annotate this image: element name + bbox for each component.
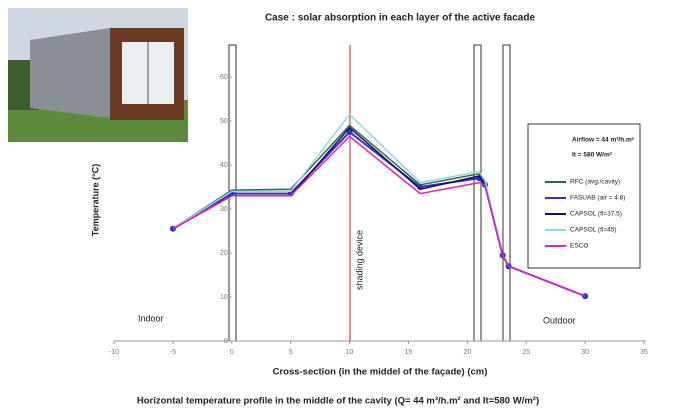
x-tick-label: 20 [463, 349, 471, 356]
legend-label: CAPSOL (fl=45) [570, 227, 617, 234]
legend-header: It = 580 W/m² [572, 152, 613, 159]
y-tick-label: 40 [220, 162, 228, 169]
chart-title: Case : solar absorption in each layer of… [265, 13, 536, 24]
x-tick-label: 25 [522, 349, 530, 356]
x-tick-label: 5 [289, 349, 293, 356]
y-tick-label: 0 [224, 338, 228, 345]
x-tick-label: 10 [346, 349, 354, 356]
x-tick-label: 30 [581, 349, 589, 356]
legend-header: Airflow = 44 m³/h.m² [572, 137, 635, 144]
y-tick-label: 20 [220, 250, 228, 257]
x-tick-label: 0 [230, 349, 234, 356]
photo [8, 8, 188, 142]
annotation: Indoor [138, 313, 164, 323]
y-tick-label: 30 [220, 206, 228, 213]
annotation: shading device [354, 230, 364, 290]
annotation: Outdoor [543, 315, 576, 325]
legend-label: FASUAB (air = 4.8) [570, 195, 625, 202]
chart: Case : solar absorption in each layer of… [0, 0, 676, 412]
caption: Horizontal temperature profile in the mi… [137, 396, 539, 407]
x-tick-label: 35 [640, 349, 648, 356]
x-tick-label: -5 [170, 349, 176, 356]
x-tick-label: 15 [405, 349, 413, 356]
y-axis-title: Temperature (°C) [90, 164, 100, 236]
x-tick-label: -10 [109, 349, 119, 356]
y-tick-label: 60 [220, 74, 228, 81]
legend-label: RFC (avg./cavity) [570, 179, 620, 186]
y-tick-label: 50 [220, 118, 228, 125]
y-tick-label: 10 [220, 294, 228, 301]
legend-label: ESCO [570, 243, 588, 250]
x-axis-title: Cross-section (in the middel of the faça… [273, 367, 488, 378]
legend-label: CAPSOL (fl=37.5) [570, 211, 622, 218]
